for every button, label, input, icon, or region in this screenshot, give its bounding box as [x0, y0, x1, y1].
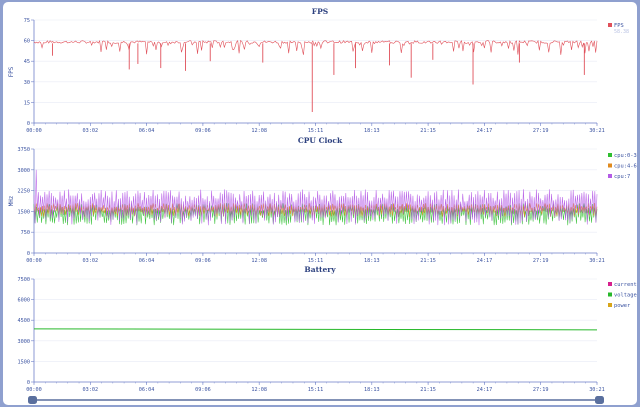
x-tick-label: 06:04 — [139, 387, 155, 393]
x-tick-label: 27:19 — [533, 128, 549, 134]
range-slider-left-handle[interactable] — [28, 396, 37, 404]
y-tick-label: 3000 — [18, 168, 31, 174]
y-tick-label: 3000 — [18, 339, 31, 345]
legend-label: voltage — [614, 293, 637, 299]
x-tick-label: 15:11 — [308, 258, 324, 264]
x-tick-label: 00:00 — [26, 258, 42, 264]
legend-swatch — [608, 163, 612, 168]
chart-title: FPS — [312, 7, 328, 16]
y-tick-label: 2250 — [18, 189, 31, 195]
y-tick-label: 750 — [21, 230, 30, 236]
x-tick-label: 03:02 — [82, 128, 98, 134]
x-tick-label: 18:13 — [364, 258, 380, 264]
x-tick-label: 24:17 — [477, 128, 493, 134]
chart-0: FPS FPS 0 15 30 45 60 75 00:00 03:02 06:04 09:06 12:… — [9, 7, 629, 134]
x-tick-label: 09:06 — [195, 128, 211, 134]
x-tick-label: 06:04 — [139, 258, 155, 264]
legend-swatch — [608, 303, 612, 307]
x-tick-label: 30:21 — [589, 128, 605, 134]
legend-label: cpu:0-3 — [614, 153, 637, 159]
y-tick-label: 1500 — [18, 209, 31, 215]
legend-swatch — [608, 292, 612, 297]
y-tick-label: 0 — [27, 251, 30, 257]
y-tick-label: 1500 — [18, 359, 31, 365]
legend-swatch — [608, 282, 612, 286]
y-axis-label: MHz — [9, 196, 15, 206]
x-tick-label: 09:06 — [195, 387, 211, 393]
series-fps-line — [33, 39, 598, 55]
y-tick-label: 30 — [24, 80, 30, 86]
x-tick-label: 00:00 — [26, 128, 42, 134]
y-tick-label: 4500 — [18, 318, 31, 324]
x-tick-label: 18:13 — [364, 387, 380, 393]
x-tick-label: 21:15 — [420, 258, 436, 264]
x-tick-label: 27:19 — [533, 387, 549, 393]
y-tick-label: 6000 — [18, 298, 31, 304]
y-tick-label: 75 — [24, 18, 30, 24]
chart-2: Battery 0 1500 3000 4500 6000 7500 00:00 03:02 06… — [18, 265, 637, 393]
legend-label: power — [614, 303, 631, 309]
y-tick-label: 3750 — [18, 147, 31, 153]
x-tick-label: 24:17 — [477, 387, 493, 393]
x-tick-label: 09:06 — [195, 258, 211, 264]
x-tick-label: 30:21 — [589, 258, 605, 264]
x-tick-label: 03:02 — [82, 387, 98, 393]
chart-title: CPU Clock — [298, 136, 343, 145]
y-tick-label: 0 — [27, 380, 30, 386]
legend-swatch — [608, 153, 612, 157]
x-tick-label: 15:11 — [308, 387, 324, 393]
x-tick-label: 21:15 — [420, 387, 436, 393]
y-tick-label: 60 — [24, 39, 30, 45]
chart-1: CPU Clock MHz 0 750 1500 2250 3000 3750 00:00 03:… — [9, 136, 637, 264]
x-tick-label: 27:19 — [533, 258, 549, 264]
legend-label: FPS — [614, 23, 624, 29]
y-axis-label: FPS — [9, 66, 15, 77]
range-slider-right-handle[interactable] — [595, 396, 604, 404]
x-tick-label: 12:08 — [251, 128, 267, 134]
y-tick-label: 7500 — [18, 277, 31, 283]
x-tick-label: 00:00 — [26, 387, 42, 393]
chart-title: Battery — [304, 265, 336, 274]
y-tick-label: 0 — [27, 121, 30, 127]
x-tick-label: 18:13 — [364, 128, 380, 134]
y-tick-label: 45 — [24, 59, 30, 65]
chart-panel: FPS FPS 0 15 30 45 60 75 00:00 03:02 06:04 09:06 12:… — [3, 2, 637, 405]
legend-label: cpu:4-6 — [614, 164, 637, 170]
series-cpu-7-line — [33, 169, 598, 226]
series-voltage-line — [33, 328, 598, 331]
x-tick-label: 12:08 — [251, 258, 267, 264]
legend-label: cpu:7 — [614, 174, 630, 180]
legend-sublabel: 58.38 — [614, 29, 629, 35]
y-tick-label: 15 — [24, 100, 30, 106]
x-tick-label: 12:08 — [251, 387, 267, 393]
chart-canvas: FPS FPS 0 15 30 45 60 75 00:00 03:02 06:04 09:06 12:… — [9, 7, 637, 404]
x-tick-label: 30:21 — [589, 387, 605, 393]
legend-swatch — [608, 23, 612, 27]
legend-swatch — [608, 174, 612, 178]
range-slider[interactable] — [28, 396, 604, 404]
x-tick-label: 21:15 — [420, 128, 436, 134]
x-tick-label: 03:02 — [82, 258, 98, 264]
x-tick-label: 06:04 — [139, 128, 155, 134]
x-tick-label: 24:17 — [477, 258, 493, 264]
legend-label: current — [614, 282, 637, 288]
x-tick-label: 15:11 — [308, 128, 324, 134]
